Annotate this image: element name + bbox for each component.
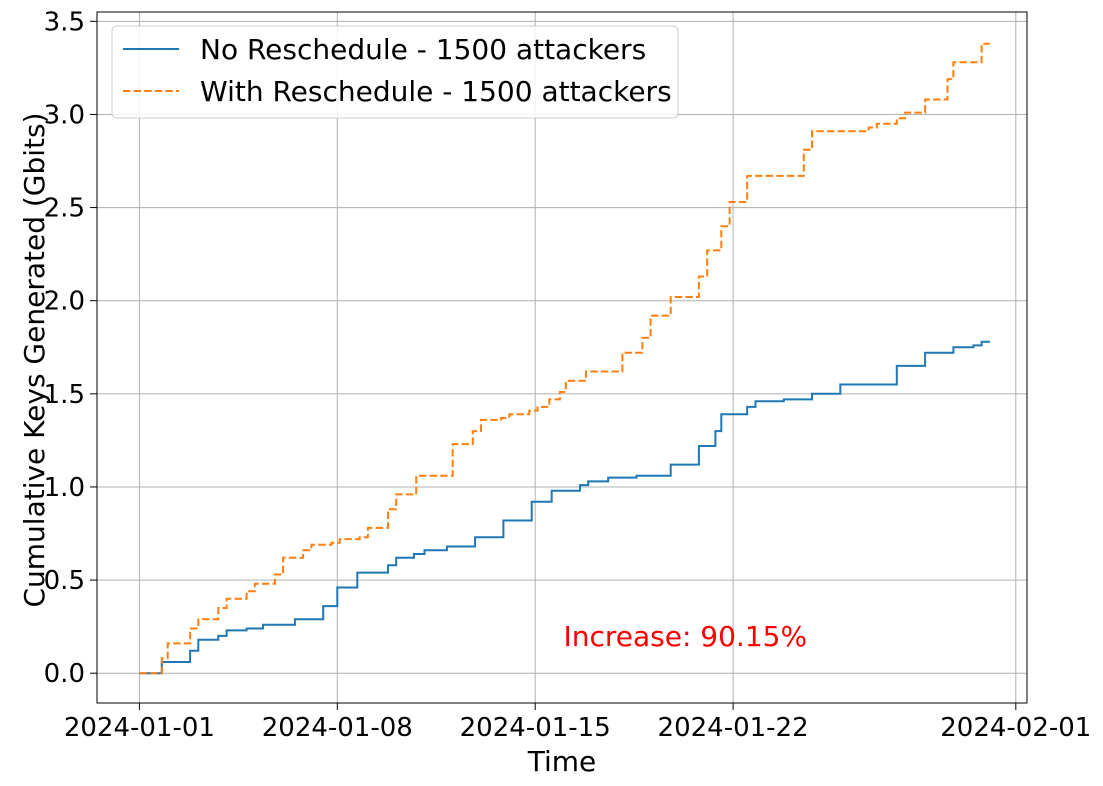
x-axis-title: Time: [527, 745, 597, 778]
axis-ticks: 2024-01-01 2024-01-08 2024-01-15 2024-01-22…: [44, 7, 1092, 743]
legend-box: [111, 25, 679, 119]
x-tick-label: 2024-01-15: [460, 713, 611, 743]
legend-label-no-reschedule: No Reschedule - 1500 attackers: [200, 33, 646, 66]
y-tick-label: 2.5: [44, 194, 85, 224]
x-tick-label: 2024-01-08: [262, 713, 413, 743]
legend: No Reschedule - 1500 attackers With Resc…: [111, 25, 679, 119]
plot-frame: [96, 11, 1028, 704]
y-tick-label: 3.0: [44, 100, 85, 130]
increase-annotation: Increase: 90.15%: [563, 620, 807, 653]
series-line-with-reschedule: [139, 42, 990, 675]
y-tick-label: 2.0: [44, 287, 85, 317]
legend-label-with-reschedule: With Reschedule - 1500 attackers: [200, 75, 672, 108]
y-tick-label: 1.0: [44, 473, 85, 503]
y-tick-label: 0.5: [44, 566, 85, 596]
series-layer: [139, 42, 990, 675]
y-tick-label: 1.5: [44, 380, 85, 410]
y-axis-title: Cumulative Keys Generated (Gbits): [18, 112, 51, 607]
x-tick-label: 2024-01-01: [64, 713, 215, 743]
series-line-no-reschedule: [139, 340, 990, 675]
x-tick-label: 2024-01-22: [658, 713, 809, 743]
x-tick-label: 2024-02-01: [940, 713, 1091, 743]
y-tick-label: 0.0: [44, 659, 85, 689]
grid-lines: [97, 12, 1027, 703]
y-tick-label: 3.5: [44, 7, 85, 37]
